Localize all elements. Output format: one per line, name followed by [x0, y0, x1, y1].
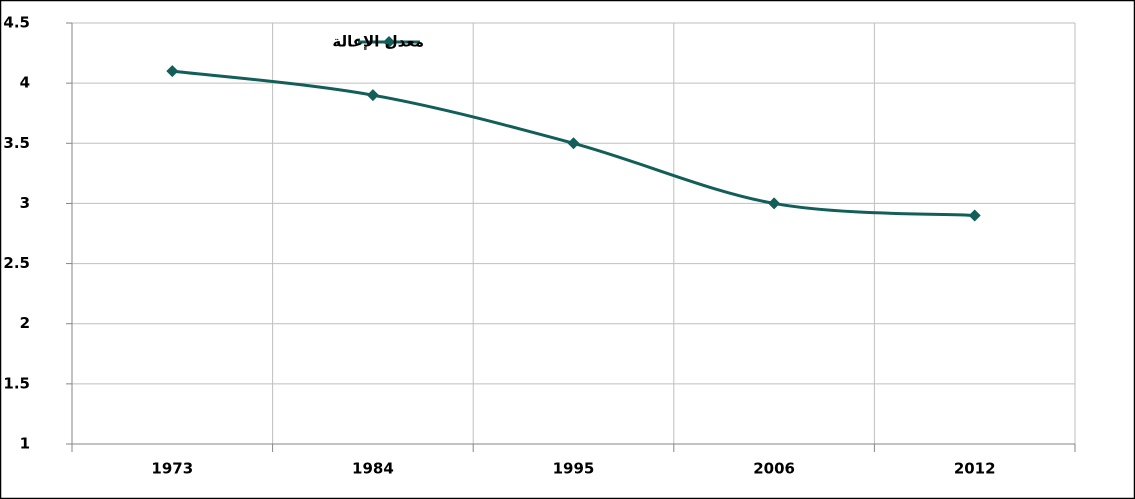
x-tick-label: 1973: [151, 460, 193, 478]
y-tick-label: 4.5: [3, 14, 30, 32]
x-tick-label: 1995: [553, 460, 595, 478]
y-tick-label: 2.5: [3, 254, 30, 272]
y-tick-label: 1.5: [3, 374, 30, 392]
data-point: [366, 89, 379, 102]
data-point: [968, 209, 981, 222]
data-point: [768, 197, 781, 210]
y-tick-label: 4: [20, 74, 30, 92]
y-tick-label: 3: [20, 194, 30, 212]
data-point: [166, 65, 179, 78]
data-point: [567, 137, 580, 150]
y-tick-label: 2: [20, 314, 30, 332]
x-tick-label: 2006: [753, 460, 795, 478]
legend-label: معدل الإعالة: [332, 33, 424, 51]
y-tick-label: 3.5: [3, 134, 30, 152]
legend-marker: [383, 36, 395, 48]
x-tick-label: 2012: [954, 460, 996, 478]
x-tick-label: 1984: [352, 460, 394, 478]
y-tick-label: 1: [20, 435, 30, 453]
